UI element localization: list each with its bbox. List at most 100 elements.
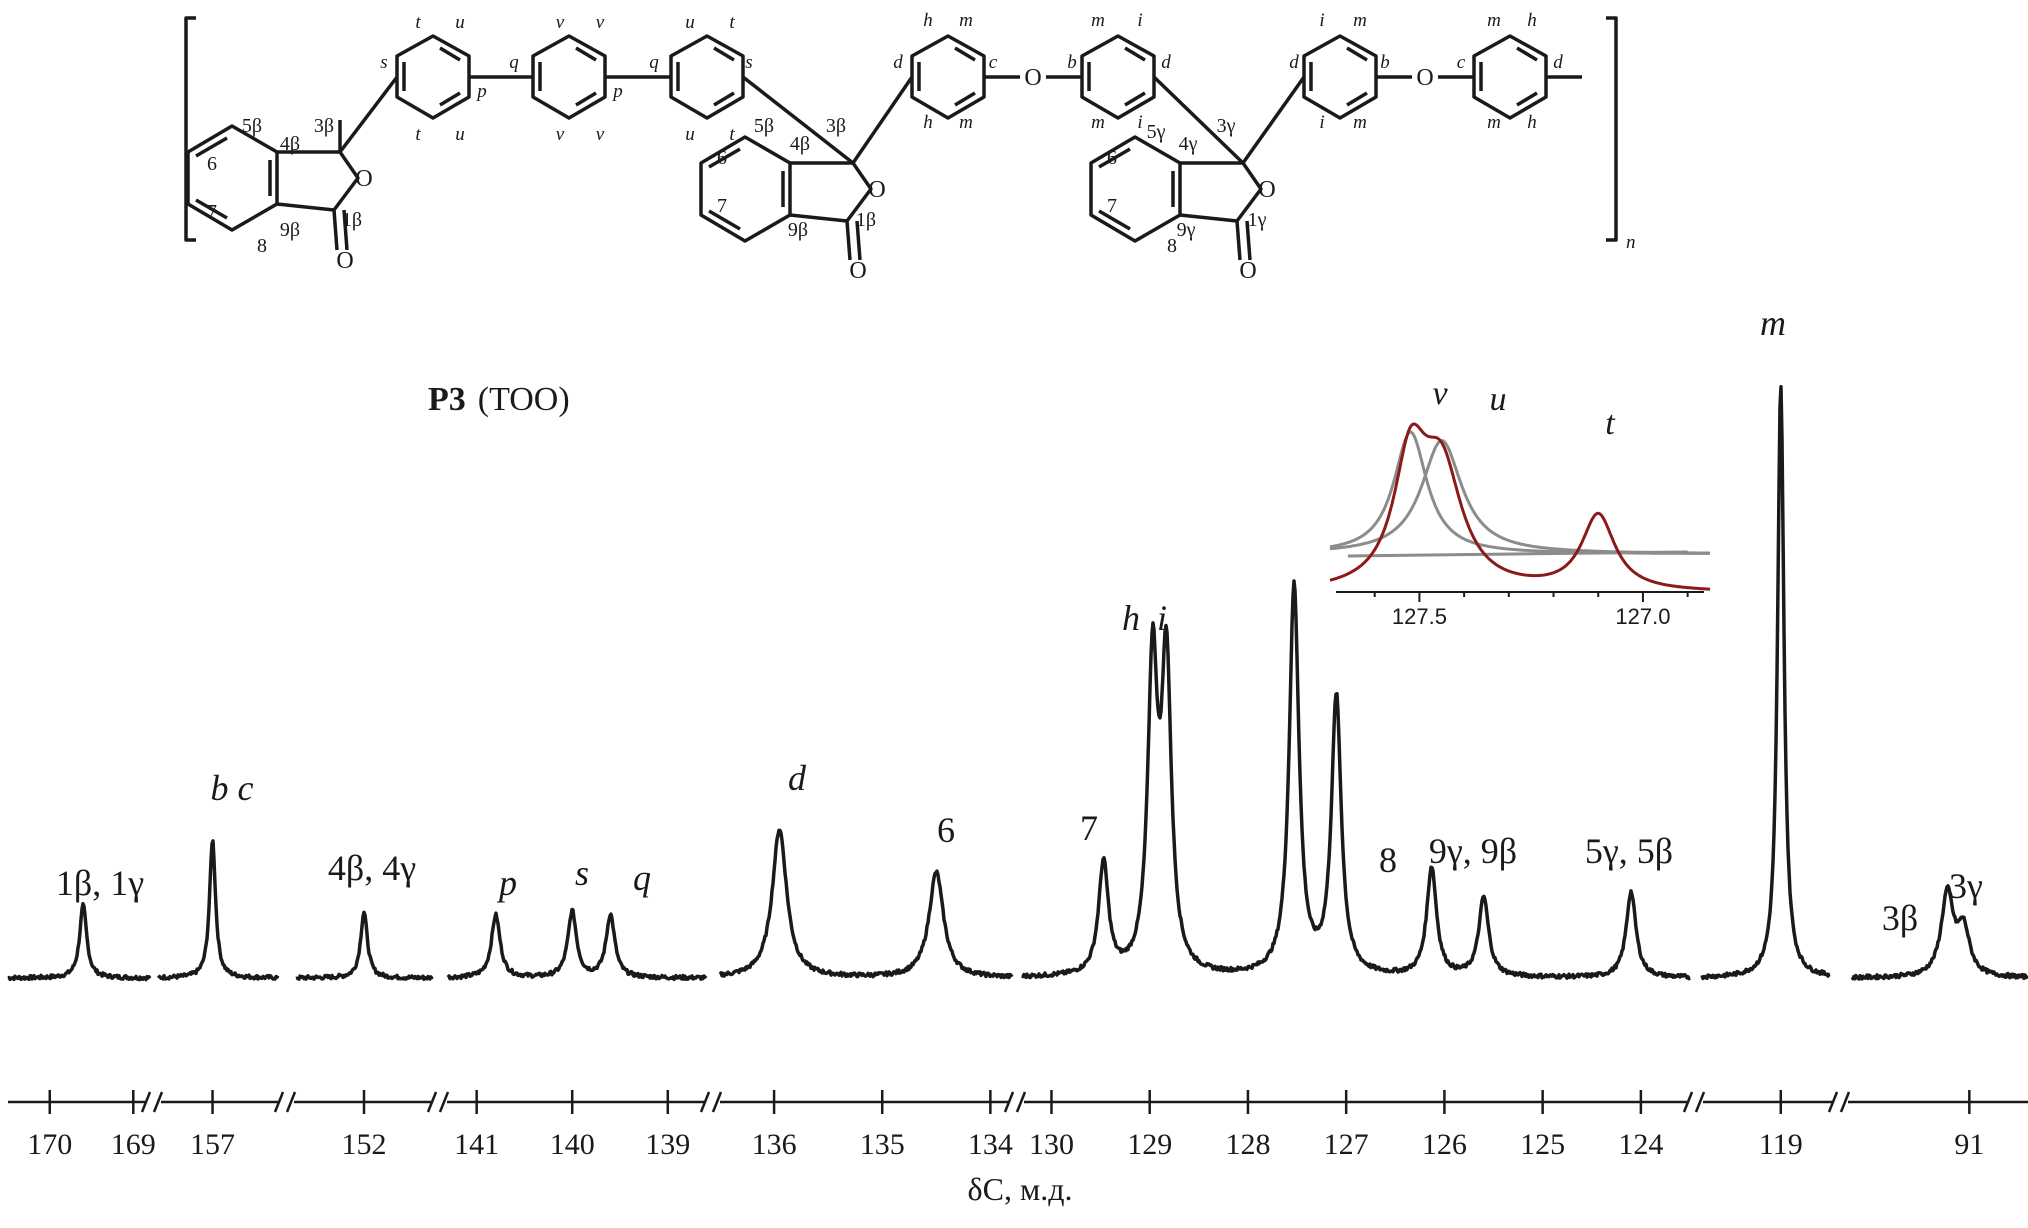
- atom-label: u: [685, 124, 695, 145]
- atom-label: p: [475, 81, 487, 102]
- ring-6: [1302, 34, 1378, 120]
- atom-label: h: [923, 10, 933, 31]
- carbonyl-oxygen-2: O: [849, 258, 866, 284]
- atom-label: s: [745, 52, 752, 73]
- atom-label: m: [1487, 10, 1501, 31]
- atom-label: 7: [1107, 195, 1117, 217]
- atom-label: i: [1319, 10, 1324, 31]
- inset-peak-label: u: [1490, 381, 1507, 418]
- atom-label: m: [1487, 112, 1501, 133]
- ring-3: [669, 34, 745, 120]
- atom-label: m: [1091, 112, 1105, 133]
- x-tick-label: 128: [1225, 1128, 1270, 1161]
- atom-label: 3β: [314, 115, 334, 137]
- spectrum-trace-0: [7, 901, 152, 982]
- atom-label: p: [611, 81, 623, 102]
- atom-label: 3β: [826, 115, 846, 137]
- atom-label: v: [556, 124, 565, 145]
- phthalide-2-benzo: [699, 135, 792, 243]
- inset-peak-label: v: [1432, 375, 1448, 412]
- atom-label: d: [893, 52, 903, 73]
- atom-label: c: [989, 52, 998, 73]
- atom-label: m: [1091, 10, 1105, 31]
- peak-label: d: [788, 758, 807, 798]
- repeat-index-n: n: [1626, 232, 1636, 253]
- spectrum-traces: [7, 385, 2028, 982]
- atom-label: d: [1289, 52, 1299, 73]
- lactone-oxygen-1: O: [355, 166, 372, 192]
- atom-label: 9β: [280, 219, 300, 241]
- ether-oxygen-1: O: [1024, 65, 1041, 91]
- atom-label: 5γ: [1147, 121, 1166, 143]
- x-tick-label: 134: [968, 1128, 1013, 1161]
- phthalide-3-benzo: [1089, 135, 1182, 243]
- ring-7: [1472, 34, 1548, 120]
- x-tick-label: 127: [1324, 1128, 1369, 1161]
- phthalide-1-benzo: [186, 124, 279, 232]
- axis-break-mark: [140, 1091, 152, 1113]
- spectrum-trace-4: [718, 828, 1014, 980]
- x-tick-label: 126: [1422, 1128, 1467, 1161]
- carbonyl-oxygen-3: O: [1239, 258, 1256, 284]
- atom-label: v: [596, 12, 605, 33]
- atom-label: 8: [257, 235, 267, 257]
- spectrum-trace-7: [1850, 884, 2028, 981]
- axis-break-mark: [1015, 1091, 1027, 1113]
- peak-label: 9γ, 9β: [1429, 831, 1517, 871]
- inset-experimental-trace: [1329, 422, 1711, 591]
- atom-label: q: [509, 52, 519, 73]
- peak-label: b c: [211, 768, 254, 808]
- atom-label: t: [415, 12, 421, 33]
- inset-tick-label: 127.5: [1392, 604, 1447, 629]
- atom-label: d: [1161, 52, 1171, 73]
- atom-label: 4γ: [1179, 133, 1198, 155]
- atom-label: b: [1067, 52, 1077, 73]
- atom-label: h: [923, 112, 933, 133]
- atom-label: 6: [207, 153, 217, 175]
- atom-label: q: [649, 52, 659, 73]
- peak-label: m: [1760, 303, 1786, 343]
- lactone-oxygen-3: O: [1258, 177, 1275, 203]
- ring-4: [910, 34, 986, 120]
- x-tick-label: 91: [1954, 1128, 1984, 1161]
- atom-label: i: [1319, 112, 1324, 133]
- atom-label: t: [415, 124, 421, 145]
- x-tick-label: 141: [454, 1128, 499, 1161]
- peak-label: 3β: [1882, 898, 1918, 938]
- axis-break-mark: [711, 1091, 723, 1113]
- atom-label: 9γ: [1177, 219, 1196, 241]
- x-tick-label: 170: [27, 1128, 72, 1161]
- atom-label: t: [729, 12, 735, 33]
- atom-label: 4β: [280, 133, 300, 155]
- atom-label: 5β: [754, 115, 774, 137]
- x-tick-label: 119: [1759, 1128, 1803, 1161]
- inset-peak-label: t: [1605, 405, 1616, 442]
- atom-label: v: [596, 124, 605, 145]
- atom-label: h: [1527, 10, 1537, 31]
- atom-label: c: [1457, 52, 1466, 73]
- atom-label: 9β: [788, 219, 808, 241]
- atom-label: m: [1353, 112, 1367, 133]
- compound-name: (TOO): [478, 381, 570, 418]
- peak-label: s: [575, 853, 589, 893]
- spectrum-trace-1: [156, 839, 280, 981]
- peak-label: 4β, 4γ: [328, 848, 416, 888]
- inset-fit-baseline: [1347, 550, 1688, 558]
- x-tick-label: 169: [111, 1128, 156, 1161]
- atom-label: 6: [1107, 147, 1117, 169]
- atom-label: b: [1380, 52, 1390, 73]
- atom-label: s: [380, 52, 387, 73]
- x-tick-label: 130: [1029, 1128, 1074, 1161]
- peak-label: 7: [1080, 808, 1098, 848]
- peak-label: h: [1122, 598, 1140, 638]
- peak-label: 6: [937, 810, 955, 850]
- compound-title: P3 (TOO): [428, 381, 570, 418]
- atom-label: 1β: [342, 209, 362, 231]
- axis-break-mark: [1694, 1091, 1706, 1113]
- spectrum-trace-3: [446, 907, 708, 982]
- atom-label: 5β: [242, 115, 262, 137]
- inset-deconvolution: 127.5 127.0 v u t: [1329, 375, 1711, 629]
- peak-label: 5γ, 5β: [1585, 831, 1673, 871]
- axis-break-mark: [1003, 1091, 1015, 1113]
- peak-label: 1β, 1γ: [56, 863, 144, 903]
